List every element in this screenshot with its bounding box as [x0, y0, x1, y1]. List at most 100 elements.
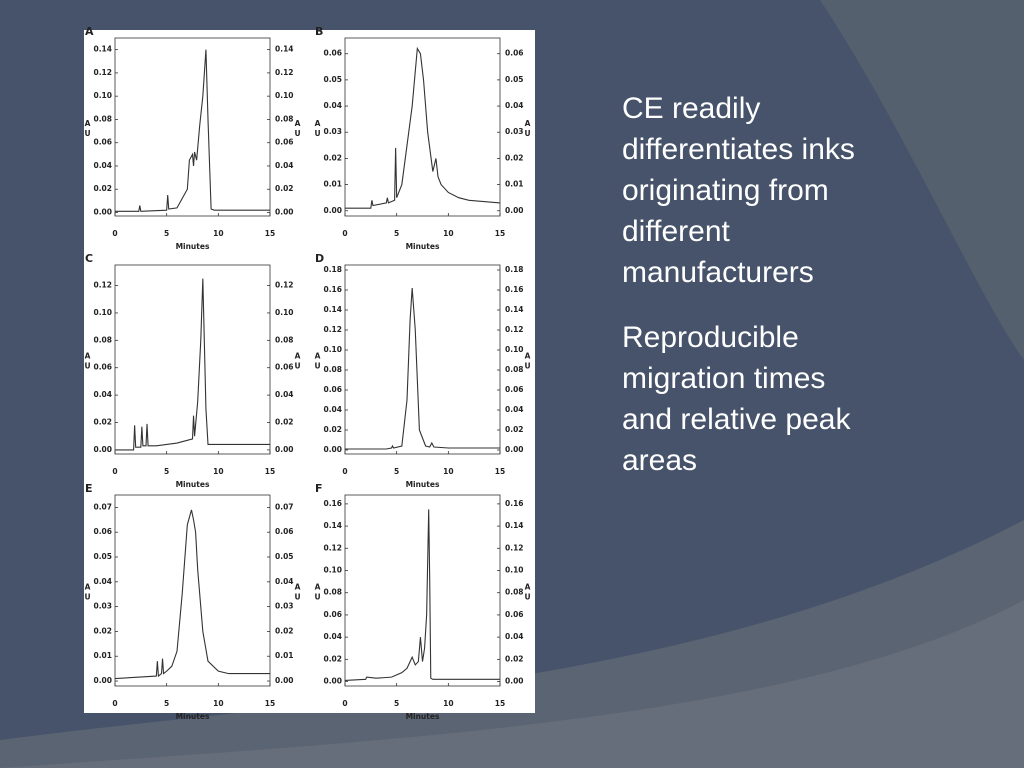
y-tick-label: 0.05	[323, 75, 342, 84]
y2-tick-label: 0.06	[275, 138, 294, 147]
y-tick-label: 0.02	[93, 626, 112, 635]
x-tick-label: 15	[495, 699, 505, 708]
y2-tick-label: 0.10	[275, 308, 294, 317]
y2-tick-label: 0.07	[275, 502, 294, 511]
y-axis-label: AU	[313, 119, 322, 139]
x-tick-label: 0	[112, 699, 117, 708]
y-tick-label: 0.08	[323, 365, 342, 374]
y2-axis-label: AU	[293, 352, 302, 372]
trace	[115, 49, 270, 212]
x-tick-label: 0	[112, 229, 117, 238]
x-tick-label: 5	[164, 467, 169, 476]
x-tick-label: 5	[394, 699, 399, 708]
y2-axis-label: AU	[523, 119, 532, 139]
y2-tick-label: 0.06	[505, 385, 524, 394]
y-tick-label: 0.04	[93, 390, 112, 399]
y2-tick-label: 0.03	[275, 602, 294, 611]
plot-frame	[114, 264, 271, 455]
y-tick-label: 0.10	[93, 308, 112, 317]
y-tick-label: 0.12	[323, 325, 342, 334]
y2-tick-label: 0.02	[275, 184, 294, 193]
y2-tick-label: 0.00	[505, 206, 524, 215]
x-tick-label: 5	[394, 229, 399, 238]
x-axis-label: Minutes	[176, 712, 210, 721]
panel-label: C	[85, 252, 93, 265]
y2-tick-label: 0.06	[275, 527, 294, 536]
y-tick-label: 0.03	[93, 602, 112, 611]
y2-tick-label: 0.08	[505, 588, 524, 597]
y-tick-label: 0.00	[93, 445, 112, 454]
x-tick-label: 0	[342, 699, 347, 708]
y-tick-label: 0.08	[93, 335, 112, 344]
x-tick-label: 5	[164, 229, 169, 238]
y2-tick-label: 0.12	[505, 325, 524, 334]
x-tick-label: 15	[265, 699, 275, 708]
y2-tick-label: 0.02	[275, 418, 294, 427]
trace	[345, 46, 501, 209]
y2-tick-label: 0.18	[505, 265, 524, 274]
y-tick-label: 0.08	[323, 588, 342, 597]
bullet-text: Reproducible migration times and relativ…	[622, 321, 851, 477]
y-tick-label: 0.06	[323, 610, 342, 619]
y2-tick-label: 0.04	[505, 101, 524, 110]
y-tick-label: 0.06	[93, 363, 112, 372]
y2-tick-label: 0.10	[505, 345, 524, 354]
y-tick-label: 0.04	[323, 101, 342, 110]
y2-tick-label: 0.14	[505, 521, 524, 530]
plot-frame	[344, 37, 501, 217]
y2-tick-label: 0.12	[275, 281, 294, 290]
y-tick-label: 0.04	[323, 405, 342, 414]
trace	[115, 278, 270, 451]
x-tick-label: 10	[443, 467, 453, 476]
y2-axis-label: AU	[523, 583, 532, 603]
trace	[114, 509, 270, 680]
panel-label: A	[85, 25, 94, 38]
y-tick-label: 0.00	[323, 206, 342, 215]
y2-tick-label: 0.06	[505, 49, 524, 58]
plot-frame	[114, 494, 271, 687]
y-tick-label: 0.12	[323, 543, 342, 552]
y2-tick-label: 0.00	[505, 445, 524, 454]
x-axis-label: Minutes	[406, 480, 440, 489]
y2-tick-label: 0.10	[275, 91, 294, 100]
x-tick-label: 10	[213, 229, 223, 238]
plot-frame	[344, 264, 501, 455]
x-tick-label: 0	[342, 467, 347, 476]
y-tick-label: 0.14	[323, 521, 342, 530]
x-axis-label: Minutes	[406, 242, 440, 251]
y-tick-label: 0.12	[93, 281, 112, 290]
plot-frame	[114, 37, 271, 217]
y2-tick-label: 0.14	[505, 305, 524, 314]
y2-tick-label: 0.00	[275, 445, 294, 454]
y-tick-label: 0.10	[323, 345, 342, 354]
y2-tick-label: 0.00	[505, 677, 524, 686]
y2-tick-label: 0.02	[275, 626, 294, 635]
x-tick-label: 5	[394, 467, 399, 476]
y-axis-label: AU	[313, 583, 322, 603]
y2-tick-label: 0.05	[275, 552, 294, 561]
y-tick-label: 0.12	[93, 68, 112, 77]
y-tick-label: 0.16	[323, 285, 342, 294]
y-tick-label: 0.04	[93, 577, 112, 586]
y-tick-label: 0.00	[93, 676, 112, 685]
y-axis-label: AU	[83, 352, 92, 372]
y2-tick-label: 0.08	[275, 114, 294, 123]
x-tick-label: 15	[265, 467, 275, 476]
panel-label: D	[315, 252, 324, 265]
y2-tick-label: 0.16	[505, 285, 524, 294]
y-tick-label: 0.07	[93, 502, 112, 511]
y-tick-label: 0.02	[323, 654, 342, 663]
y-tick-label: 0.08	[93, 114, 112, 123]
y2-tick-label: 0.04	[275, 390, 294, 399]
y-tick-label: 0.18	[323, 265, 342, 274]
x-tick-label: 15	[265, 229, 275, 238]
y-tick-label: 0.14	[323, 305, 342, 314]
y-tick-label: 0.00	[323, 445, 342, 454]
y2-axis-label: AU	[293, 583, 302, 603]
y-tick-label: 0.00	[93, 208, 112, 217]
y-tick-label: 0.06	[323, 49, 342, 58]
y-tick-label: 0.14	[93, 45, 112, 54]
y-tick-label: 0.10	[93, 91, 112, 100]
y-axis-label: AU	[313, 352, 322, 372]
y-tick-label: 0.06	[93, 138, 112, 147]
